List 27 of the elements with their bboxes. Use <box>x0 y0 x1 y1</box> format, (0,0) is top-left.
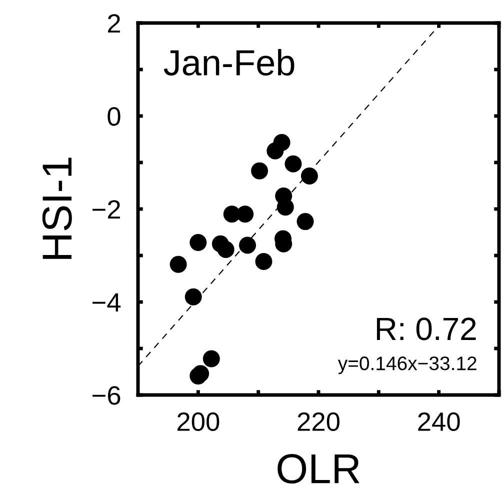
point <box>273 134 290 152</box>
point <box>276 198 294 216</box>
point <box>251 162 268 180</box>
point <box>236 206 254 223</box>
point <box>170 256 187 273</box>
point <box>296 213 314 230</box>
point <box>255 253 272 270</box>
point <box>184 288 202 306</box>
y-tick-label: −6 <box>92 386 120 405</box>
x-tick-label: 220 <box>298 412 340 432</box>
point <box>202 350 220 368</box>
x-axis-title: OLR <box>278 454 360 484</box>
point <box>190 234 207 251</box>
annotation: R: 0.72 <box>376 318 476 340</box>
y-tick-label: −2 <box>92 200 120 219</box>
point <box>300 167 318 184</box>
annotation: y=0.146x−33.12 <box>338 356 476 374</box>
x-tick-label: 240 <box>418 412 460 432</box>
y-tick-label: 2 <box>108 14 120 33</box>
x-tick-label: 200 <box>177 412 220 432</box>
y-tick-label: −4 <box>92 293 121 312</box>
y-axis-title: HSI-1 <box>42 158 72 259</box>
y-tick-label: 0 <box>108 107 120 126</box>
annotation: Jan-Feb <box>164 49 294 76</box>
point <box>239 236 256 254</box>
point <box>284 155 302 172</box>
point <box>217 240 234 258</box>
